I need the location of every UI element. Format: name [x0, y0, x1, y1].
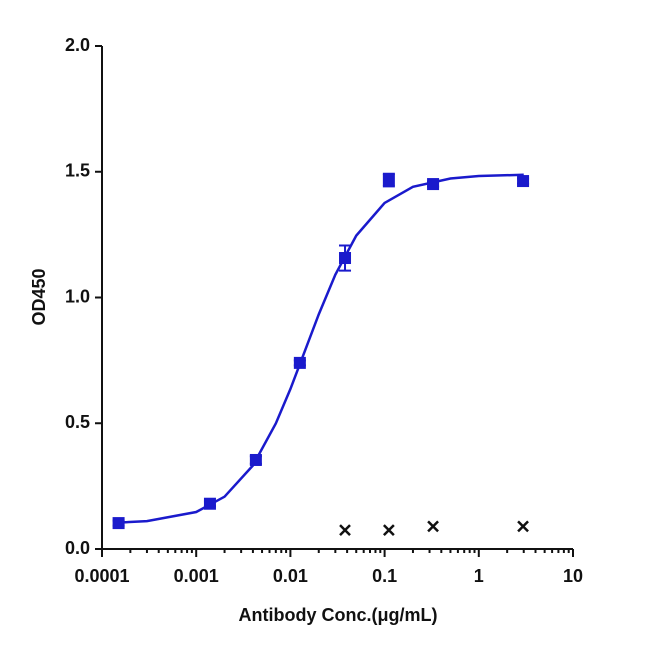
y-tick-label: 1.0 — [65, 286, 90, 306]
data-point — [427, 178, 440, 191]
control-point — [382, 524, 395, 537]
y-tick-label: 0.5 — [65, 412, 90, 432]
data-point — [249, 453, 262, 466]
data-point — [382, 174, 395, 187]
data-point — [203, 497, 216, 510]
x-tick-label: 0.01 — [273, 566, 308, 586]
y-tick-label: 0.0 — [65, 538, 90, 558]
control-point — [427, 520, 439, 533]
x-tick-label: 0.0001 — [74, 566, 129, 586]
data-point — [339, 252, 352, 265]
data-point — [517, 175, 530, 188]
data-point — [293, 356, 306, 369]
y-axis-title: OD450 — [29, 268, 49, 325]
data-point — [112, 517, 125, 530]
fit-curve — [118, 173, 524, 524]
control-point — [339, 524, 351, 537]
x-axis-title: Antibody Conc.(μg/mL) — [239, 605, 438, 625]
x-tick-label: 10 — [563, 566, 583, 586]
x-tick-label: 1 — [474, 566, 484, 586]
x-tick-label: 0.1 — [372, 566, 397, 586]
x-tick-label: 0.001 — [174, 566, 219, 586]
y-tick-label: 1.5 — [65, 161, 90, 181]
control-point — [517, 520, 529, 533]
y-tick-label: 2.0 — [65, 35, 90, 55]
